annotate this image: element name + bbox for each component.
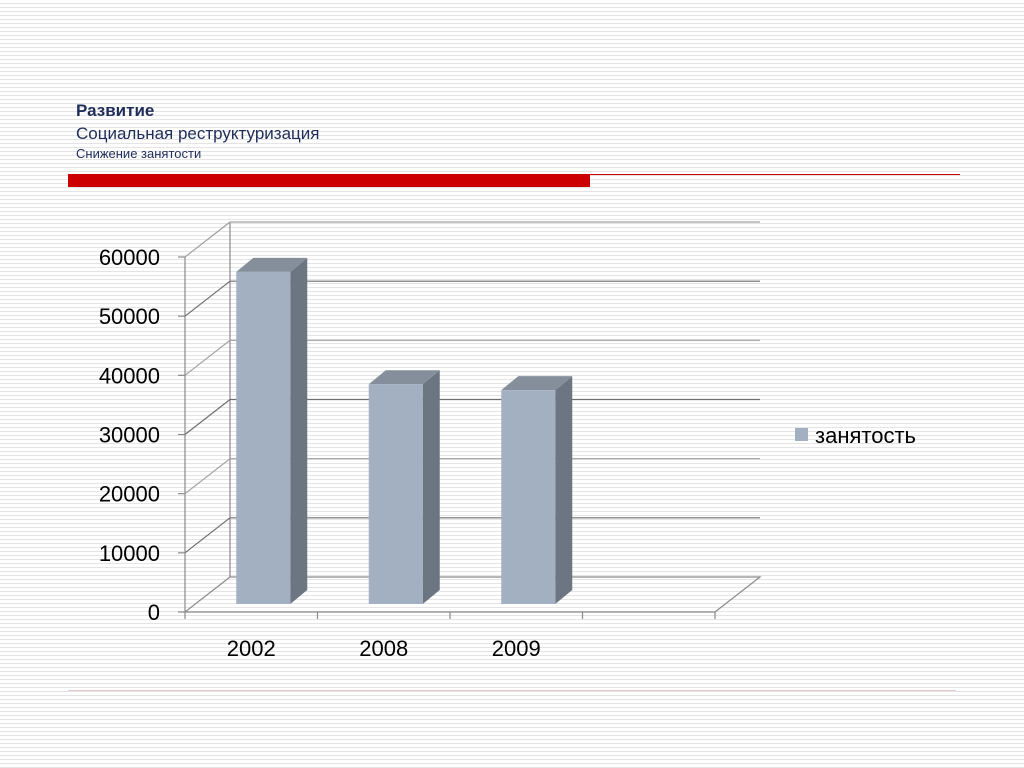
y-tick-label: 0 — [148, 600, 160, 625]
y-tick-label: 60000 — [99, 245, 160, 270]
gridline-diagonal — [184, 458, 231, 495]
x-axis: 2002 2008 2009 — [184, 612, 716, 661]
gridline-diagonal — [184, 339, 231, 376]
bar-top-face — [236, 257, 308, 272]
accent-bar — [68, 174, 590, 187]
y-axis: 0 10000 20000 30000 40000 50000 60000 — [99, 245, 185, 625]
gridline-diagonal — [184, 221, 231, 258]
chart-legend: занятость — [795, 423, 916, 448]
slide-subtitle: Социальная реструктуризация — [76, 124, 320, 143]
footer-line — [68, 690, 956, 691]
bar-top-face — [368, 370, 440, 385]
slide-caption: Снижение занятости — [76, 146, 202, 161]
chart-bars — [236, 257, 573, 604]
gridline-diagonal — [184, 517, 231, 554]
bar-top-face — [501, 376, 573, 391]
title-block: Развитие Социальная реструктуризация Сни… — [76, 100, 319, 162]
gridline-diagonal — [184, 399, 231, 435]
y-tick-label: 50000 — [99, 304, 160, 329]
bar-side-face — [555, 376, 573, 604]
chart-grid — [184, 221, 760, 554]
x-tick-label: 2008 — [359, 636, 408, 661]
legend-swatch — [795, 428, 808, 441]
bar-side-face — [290, 257, 308, 604]
bar-2002 — [236, 257, 308, 604]
bar-2008 — [368, 370, 440, 604]
legend-label: занятость — [815, 423, 916, 448]
x-tick-label: 2009 — [492, 636, 541, 661]
slide-title: Развитие — [76, 101, 155, 120]
y-tick-label: 40000 — [99, 363, 160, 388]
gridline-diagonal — [184, 280, 231, 317]
bar-front-face — [236, 271, 291, 604]
chart-floor — [183, 576, 762, 613]
y-tick-label: 20000 — [99, 482, 160, 507]
bar-front-face — [501, 390, 556, 604]
bar-2009 — [501, 376, 573, 604]
y-tick-label: 10000 — [99, 541, 160, 566]
accent-line — [590, 174, 960, 175]
y-tick-label: 30000 — [99, 423, 160, 448]
bar-side-face — [422, 370, 440, 604]
x-tick-label: 2002 — [227, 636, 276, 661]
bar-front-face — [368, 384, 423, 604]
